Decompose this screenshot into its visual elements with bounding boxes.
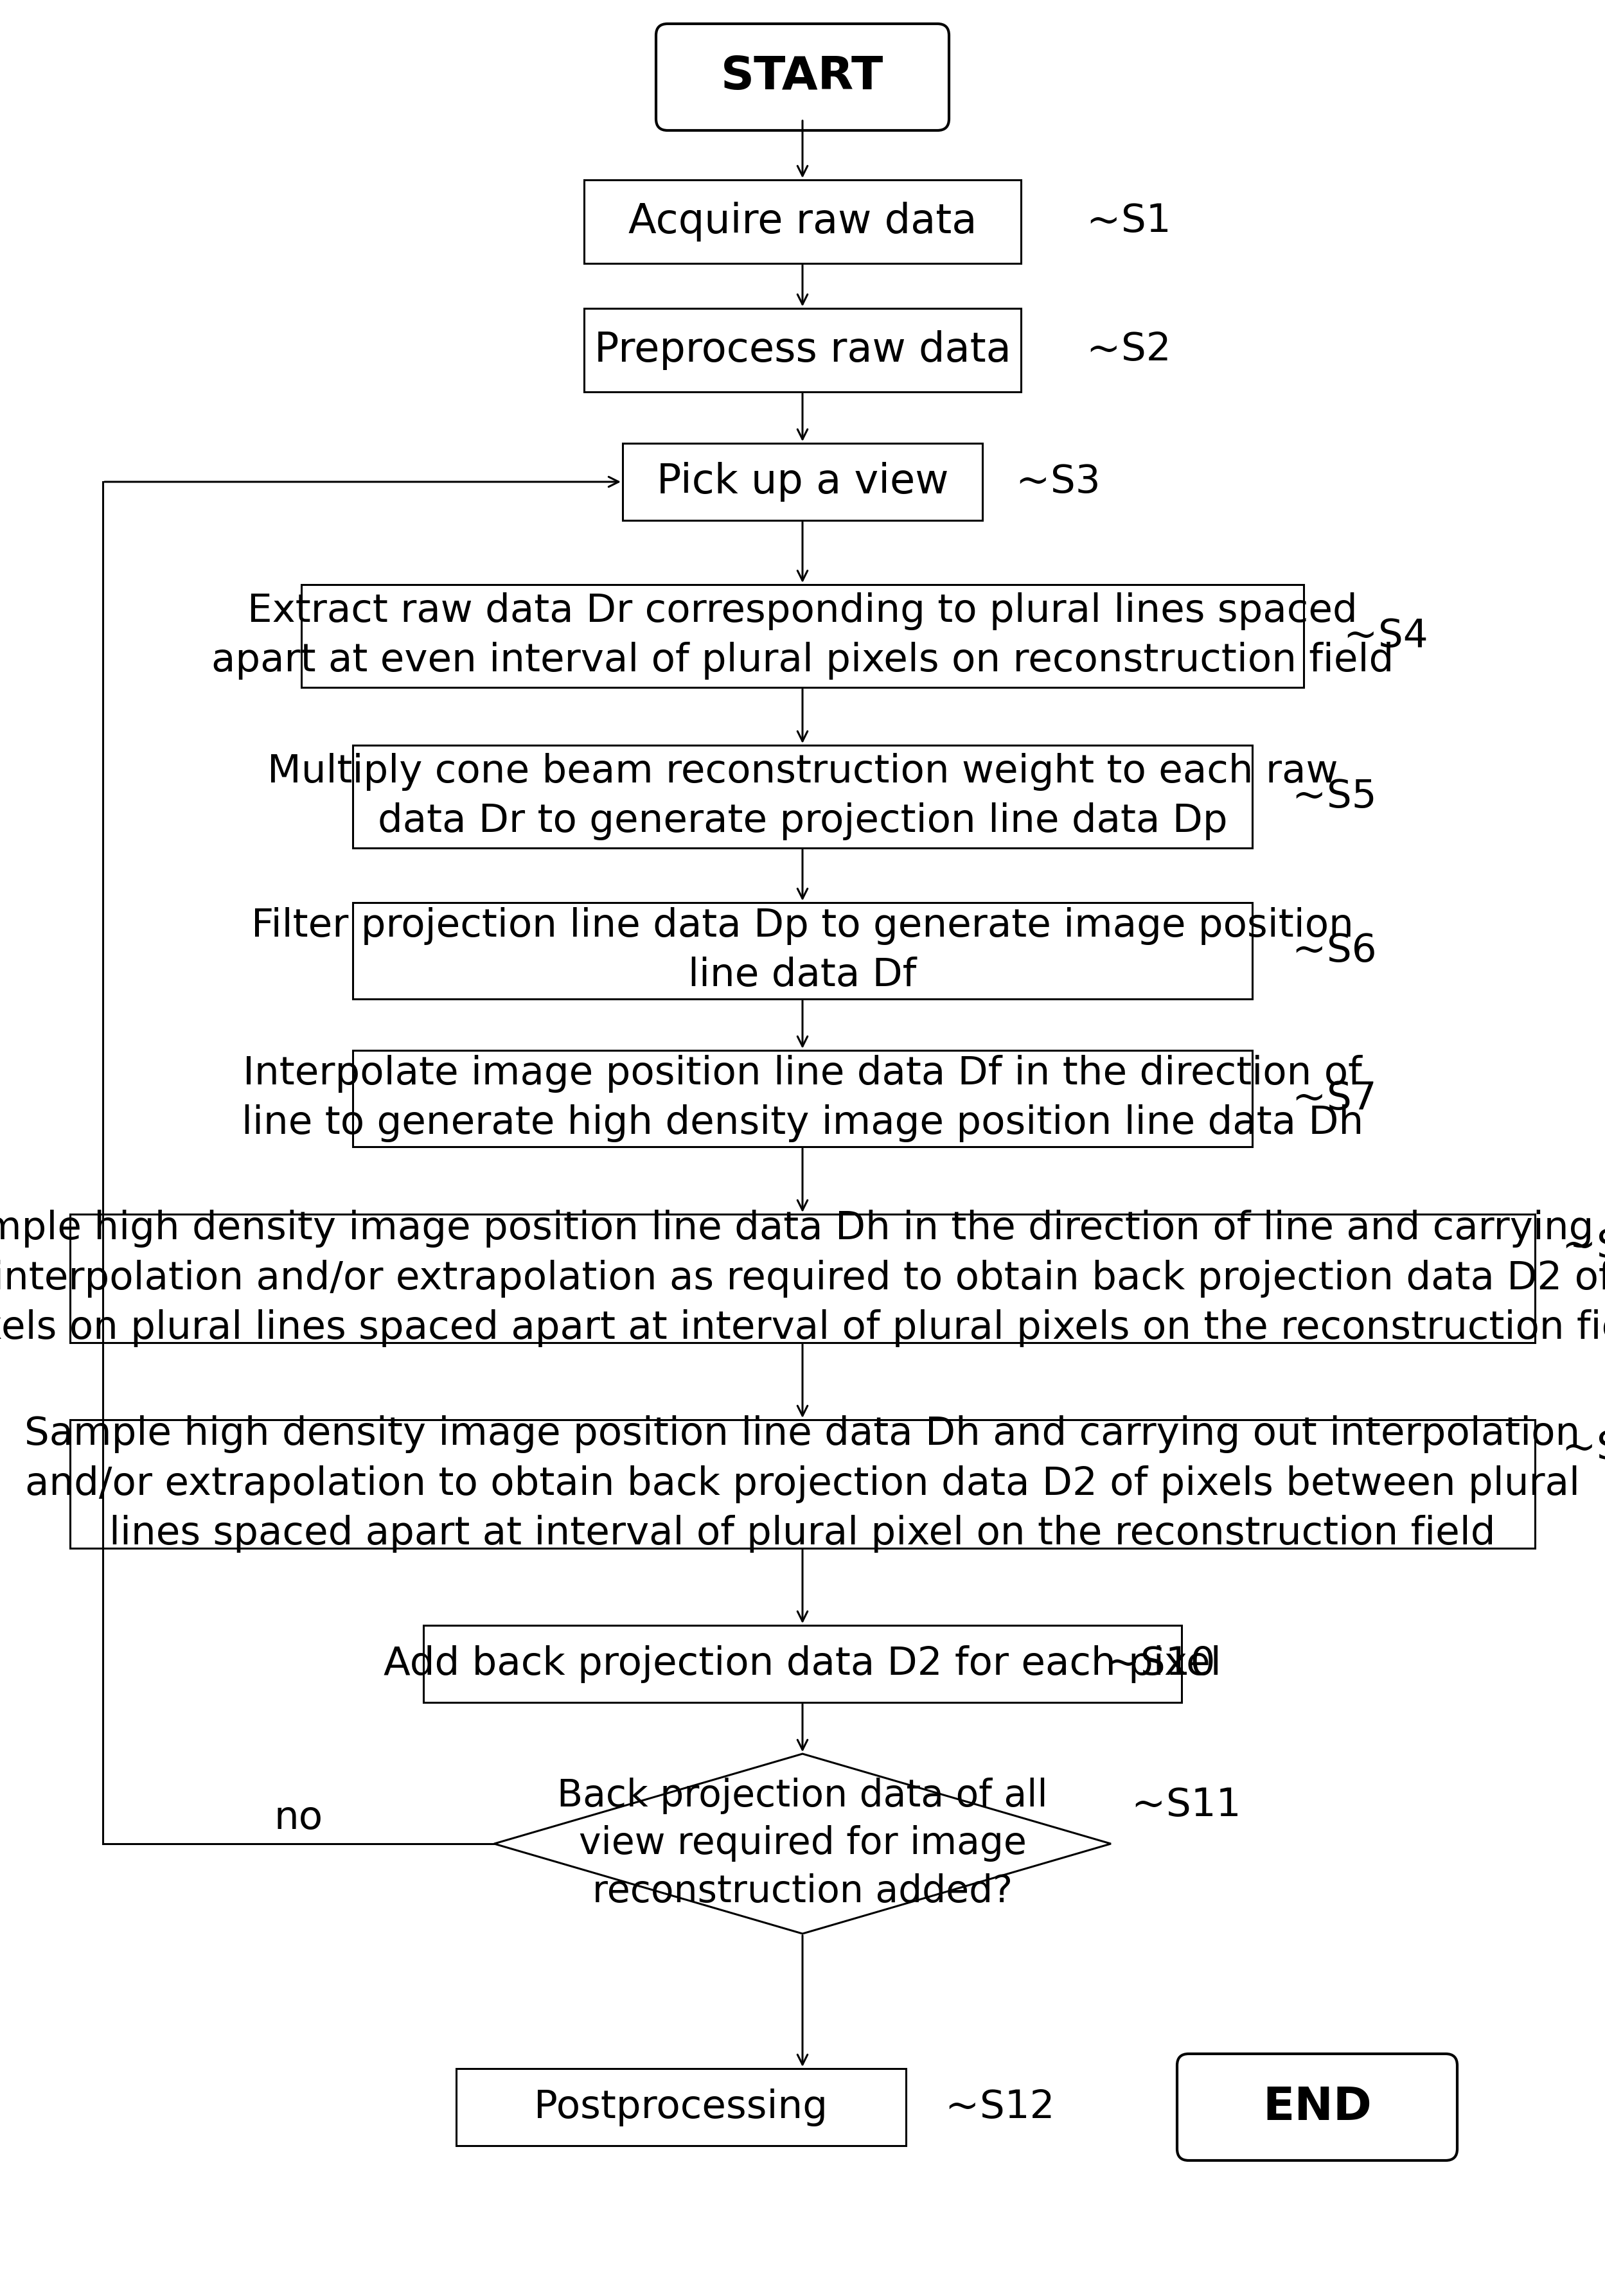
Text: ~: ~ [1087,331,1120,370]
Text: ~: ~ [1292,776,1326,815]
Bar [456,2069,905,2147]
Bar [353,902,1252,999]
FancyBboxPatch shape [656,23,949,131]
Text: ~: ~ [944,2087,979,2126]
Text: Acquire raw data: Acquire raw data [628,202,977,241]
Text: S3: S3 [1051,464,1101,501]
Text: Extract raw data Dr corresponding to plural lines spaced
apart at even interval : Extract raw data Dr corresponding to plu… [212,592,1393,680]
Text: ~: ~ [1343,615,1377,657]
Text: Postprocessing: Postprocessing [534,2087,828,2126]
Text: Interpolate image position line data Df in the direction of
line to generate hig: Interpolate image position line data Df … [241,1054,1364,1143]
Bar [71,1419,1534,1548]
Text: Sample high density image position line data Dh and carrying out interpolation
a: Sample high density image position line … [24,1414,1581,1552]
Bar [584,179,1021,264]
Text: END: END [1263,2085,1372,2128]
Text: S2: S2 [1122,331,1172,370]
Text: Sample high density image position line data Dh in the direction of line and car: Sample high density image position line … [0,1210,1605,1348]
Text: S10: S10 [1141,1644,1215,1683]
Text: Pick up a view: Pick up a view [656,461,949,503]
Text: S4: S4 [1379,618,1428,654]
FancyBboxPatch shape [1176,2055,1457,2161]
Text: S8: S8 [1597,1228,1605,1265]
Text: ~: ~ [1106,1644,1140,1683]
Text: ~: ~ [1292,932,1326,971]
Text: S5: S5 [1327,778,1377,815]
Bar [424,1626,1181,1701]
Text: S9: S9 [1597,1430,1605,1467]
Text: S11: S11 [1167,1786,1241,1823]
Text: Filter projection line data Dp to generate image position
line data Df: Filter projection line data Dp to genera… [252,907,1353,994]
Text: ~: ~ [1016,461,1050,501]
Text: S6: S6 [1327,932,1377,969]
Bar [584,308,1021,393]
Bar [623,443,982,521]
Text: ~: ~ [1562,1428,1595,1467]
Bar [302,585,1303,687]
Text: S7: S7 [1327,1079,1377,1118]
Text: S12: S12 [979,2087,1054,2126]
Text: ~: ~ [1087,202,1120,241]
Bar [353,746,1252,847]
Text: Preprocess raw data: Preprocess raw data [594,331,1011,370]
Text: ~: ~ [1562,1226,1595,1265]
Text: Add back projection data D2 for each pixel: Add back projection data D2 for each pix… [384,1644,1221,1683]
Polygon shape [494,1754,1111,1933]
Text: S1: S1 [1122,202,1172,241]
Bar [71,1215,1534,1343]
Text: Multiply cone beam reconstruction weight to each raw
data Dr to generate project: Multiply cone beam reconstruction weight… [266,753,1339,840]
Text: Back projection data of all
view required for image
reconstruction added?: Back projection data of all view require… [557,1777,1048,1910]
Text: ~: ~ [1132,1786,1165,1825]
Text: START: START [721,55,884,99]
Text: no: no [274,1800,323,1837]
Text: ~: ~ [1292,1079,1326,1118]
Bar [353,1049,1252,1146]
